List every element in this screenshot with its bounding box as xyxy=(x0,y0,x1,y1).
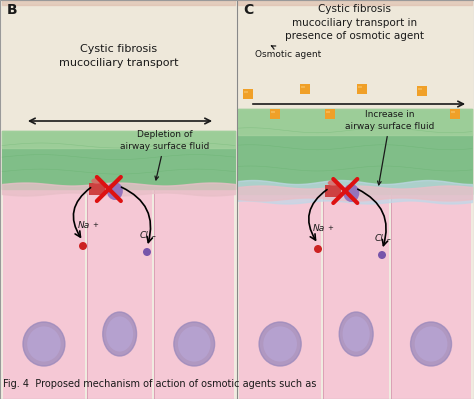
Bar xyxy=(244,91,248,93)
Ellipse shape xyxy=(410,322,452,366)
Ellipse shape xyxy=(343,184,359,202)
Bar xyxy=(451,111,455,113)
Ellipse shape xyxy=(343,316,370,352)
Text: Cystic fibrosis
mucociliary transport: Cystic fibrosis mucociliary transport xyxy=(59,44,178,68)
Bar xyxy=(326,111,330,113)
Ellipse shape xyxy=(259,322,301,366)
Text: +: + xyxy=(92,222,98,228)
Text: B: B xyxy=(7,3,18,17)
Text: +: + xyxy=(327,225,333,231)
Ellipse shape xyxy=(378,251,386,259)
Text: Na: Na xyxy=(78,221,90,230)
Bar xyxy=(87,189,153,399)
Text: Depletion of
airway surface fluid: Depletion of airway surface fluid xyxy=(120,130,210,180)
Bar xyxy=(301,85,305,88)
Ellipse shape xyxy=(314,245,322,253)
Text: Fig. 4  Proposed mechanism of action of osmotic agents such as: Fig. 4 Proposed mechanism of action of o… xyxy=(3,379,316,389)
Text: Increase in
airway surface fluid: Increase in airway surface fluid xyxy=(346,110,435,185)
Bar xyxy=(243,89,253,99)
Bar xyxy=(357,84,367,94)
Bar xyxy=(270,109,280,119)
Bar xyxy=(358,85,362,88)
Bar xyxy=(300,84,310,94)
Bar xyxy=(155,189,234,399)
Bar xyxy=(325,185,341,197)
Bar xyxy=(418,87,422,90)
Text: Na: Na xyxy=(313,224,325,233)
Bar xyxy=(417,86,427,96)
Bar xyxy=(323,191,389,399)
Ellipse shape xyxy=(263,326,297,361)
Ellipse shape xyxy=(91,178,102,184)
Bar xyxy=(325,109,335,119)
Bar xyxy=(450,109,460,119)
Bar xyxy=(391,191,471,399)
Bar xyxy=(239,191,321,399)
Ellipse shape xyxy=(103,312,137,356)
Text: –: – xyxy=(152,232,156,241)
Text: Cl: Cl xyxy=(140,231,149,240)
Ellipse shape xyxy=(178,326,210,361)
Ellipse shape xyxy=(23,322,65,366)
Text: Cl: Cl xyxy=(375,234,384,243)
Bar xyxy=(271,111,275,113)
Ellipse shape xyxy=(339,312,373,356)
Ellipse shape xyxy=(328,180,339,186)
Ellipse shape xyxy=(27,326,61,361)
Ellipse shape xyxy=(106,316,133,352)
Ellipse shape xyxy=(107,182,123,200)
Text: C: C xyxy=(243,3,253,17)
Ellipse shape xyxy=(415,326,447,361)
Text: Osmotic agent: Osmotic agent xyxy=(255,46,321,59)
Ellipse shape xyxy=(79,242,87,250)
Bar xyxy=(3,189,85,399)
Text: –: – xyxy=(387,235,391,244)
Ellipse shape xyxy=(174,322,215,366)
Bar xyxy=(89,183,105,195)
Text: Cystic fibrosis
mucociliary transport in
presence of osmotic agent: Cystic fibrosis mucociliary transport in… xyxy=(285,4,425,41)
Ellipse shape xyxy=(143,248,151,256)
